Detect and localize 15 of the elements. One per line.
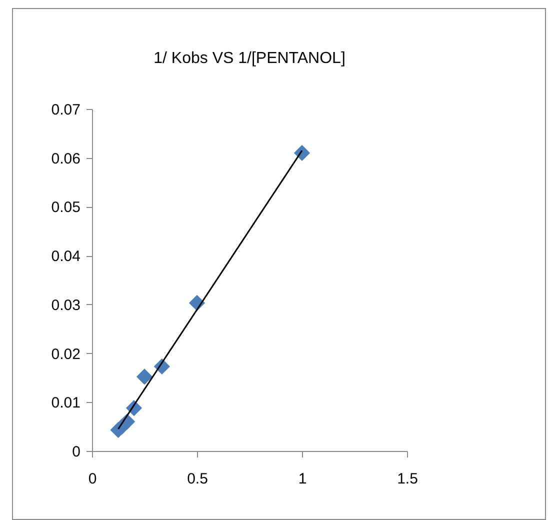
x-tick-label: 0	[88, 470, 97, 488]
y-tick-label: 0.04	[51, 248, 80, 266]
y-tick-label: 0.02	[51, 346, 80, 363]
y-tick-label: 0.07	[51, 102, 80, 118]
x-tick-label: 1.5	[397, 470, 418, 488]
y-tick-label: 0.01	[51, 394, 80, 412]
point	[136, 368, 153, 385]
y-tick-label: 0	[72, 444, 80, 460]
point	[294, 144, 310, 162]
x-tick-label: 1	[298, 470, 307, 488]
y-tick-label: 0.03	[51, 296, 80, 314]
y-tick-label: 0.05	[51, 199, 80, 216]
chart-title: 1/ Kobs VS 1/[PENTANOL]	[154, 50, 346, 67]
x-tick-label: 0.5	[187, 470, 208, 488]
y-tick-label: 0.06	[51, 150, 80, 168]
